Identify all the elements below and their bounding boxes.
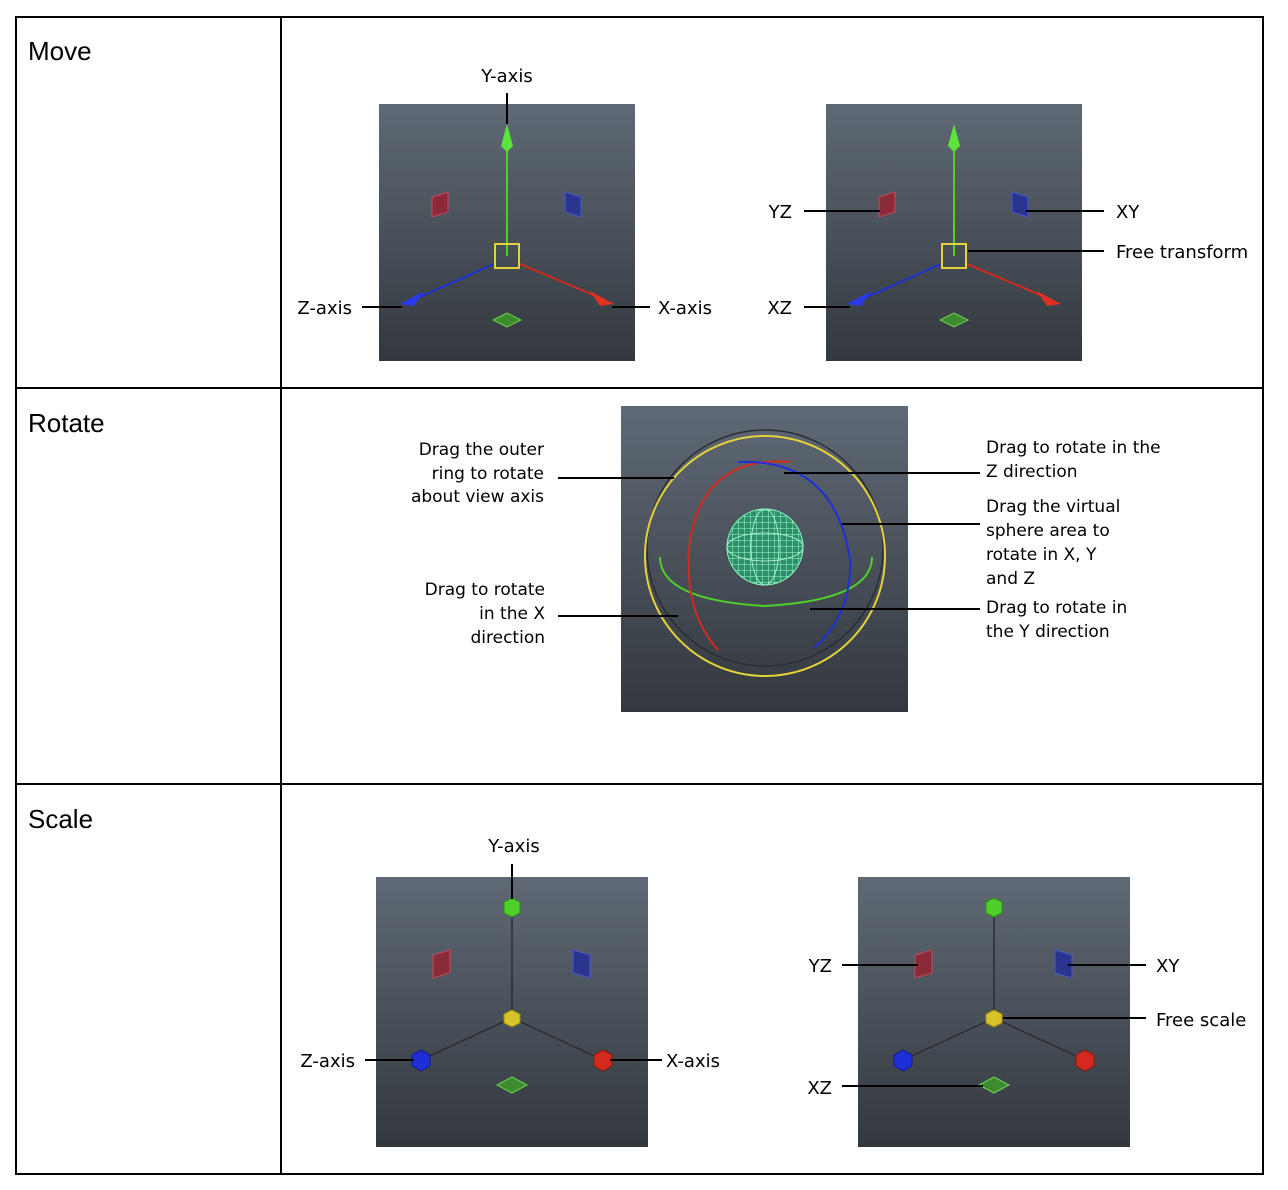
xy-label: XY (1156, 956, 1180, 977)
xz-plane-handle (495, 1076, 529, 1094)
y-arrow-icon (948, 124, 960, 152)
sphere-label-line3: rotate in X, Y (986, 545, 1097, 565)
xz-label: XZ (767, 298, 792, 319)
xy-plane-handle (564, 191, 582, 218)
z-arrow-icon (847, 291, 871, 306)
yz-plane-handle (432, 949, 451, 979)
rotate-gizmo: Drag the outer ring to rotate about view… (411, 406, 1161, 712)
y-scale-cube-icon (985, 897, 1003, 918)
wireframe-sphere-icon (726, 508, 804, 586)
outer-ring-label-line3: about view axis (411, 487, 544, 507)
y-axis-label: Y-axis (487, 836, 539, 857)
y-rotate-ring (659, 556, 873, 608)
z-direction-label-line2: Z direction (986, 462, 1078, 482)
z-scale-cube-icon (411, 1049, 431, 1072)
xy-plane-handle (1054, 949, 1073, 979)
z-rotate-ring (737, 460, 852, 649)
xy-plane-handle (572, 949, 591, 979)
z-arrow-icon (400, 291, 424, 306)
z-axis-label: Z-axis (297, 298, 352, 319)
x-arrow-icon (1037, 291, 1061, 306)
row-label-rotate: Rotate (28, 408, 105, 438)
xz-plane-handle (977, 1076, 1011, 1094)
xz-plane-handle (491, 312, 523, 328)
x-axis-label: X-axis (666, 1051, 720, 1072)
scale-gizmo-left: Y-axis Z-axis X-axis (300, 836, 720, 1147)
x-direction-label-line3: direction (471, 628, 546, 648)
sphere-label-line2: sphere area to (986, 521, 1110, 541)
x-scale-cube-icon (593, 1049, 613, 1072)
virtual-sphere-outline (646, 429, 884, 667)
free-scale-cube-icon (985, 1009, 1003, 1028)
x-direction-label-line1: Drag to rotate (425, 580, 545, 600)
yz-plane-handle (878, 191, 896, 218)
y-axis-label: Y-axis (480, 66, 532, 87)
scale-gizmo-right: YZ XY Free scale XZ (807, 877, 1246, 1147)
free-transform-handle (494, 243, 520, 269)
row-label-scale: Scale (28, 804, 94, 834)
sphere-label-line4: and Z (986, 569, 1035, 589)
y-arrow-icon (501, 124, 513, 152)
z-scale-cube-icon (893, 1049, 913, 1072)
x-rotate-ring (687, 460, 791, 651)
move-gizmo-left: Y-axis Z-axis X-axis (297, 66, 712, 361)
z-axis-label: Z-axis (300, 1051, 355, 1072)
xy-label: XY (1116, 202, 1140, 223)
xz-plane-handle (938, 312, 970, 328)
free-transform-handle (941, 243, 967, 269)
xz-label: XZ (807, 1078, 832, 1099)
outer-view-ring (644, 435, 886, 677)
outer-ring-label-line1: Drag the outer (419, 440, 544, 460)
x-direction-label-line2: in the X (479, 604, 545, 624)
free-scale-label: Free scale (1156, 1010, 1246, 1031)
yz-plane-handle (431, 191, 449, 218)
y-scale-cube-icon (503, 897, 521, 918)
y-direction-label-line1: Drag to rotate in (986, 598, 1127, 618)
yz-plane-handle (914, 949, 933, 979)
outer-ring-label-line2: ring to rotate (432, 464, 544, 484)
y-direction-label-line2: the Y direction (986, 622, 1110, 642)
x-arrow-icon (590, 291, 614, 306)
x-scale-cube-icon (1075, 1049, 1095, 1072)
x-axis-label: X-axis (658, 298, 712, 319)
free-transform-label: Free transform (1116, 242, 1248, 263)
row-label-move: Move (28, 36, 92, 66)
z-direction-label-line1: Drag to rotate in the (986, 438, 1161, 458)
yz-label: YZ (768, 202, 792, 223)
free-scale-cube-icon (503, 1009, 521, 1028)
sphere-label-line1: Drag the virtual (986, 497, 1120, 517)
move-gizmo-right: YZ XY Free transform XZ (767, 104, 1248, 361)
xy-plane-handle (1011, 191, 1029, 218)
yz-label: YZ (808, 956, 832, 977)
table-grid (15, 16, 1264, 1175)
